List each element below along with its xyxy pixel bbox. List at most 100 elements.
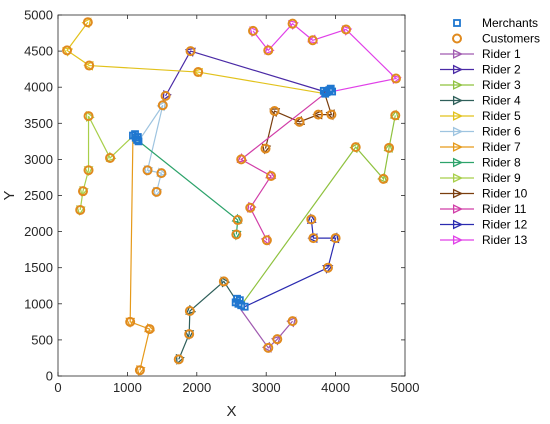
- customer-point: [185, 46, 196, 57]
- customer-point: [184, 306, 195, 317]
- legend-triangle-marker: [452, 80, 463, 90]
- legend-triangle-marker: [452, 111, 463, 121]
- legend-triangle-marker: [452, 173, 463, 183]
- customer-point: [384, 142, 395, 153]
- y-tick-label: 500: [31, 332, 53, 347]
- customer-point: [330, 233, 341, 244]
- rider-route-line: [129, 135, 151, 371]
- y-tick-label: 1500: [24, 260, 53, 275]
- customer-point: [232, 215, 243, 226]
- legend-label: Rider 13: [482, 233, 528, 247]
- legend-label: Rider 5: [482, 109, 521, 123]
- legend-entry: Rider 6: [440, 125, 521, 139]
- customer-point: [287, 18, 298, 29]
- customer-point: [151, 186, 162, 197]
- customer-point: [245, 202, 256, 213]
- legend-triangle-marker: [452, 49, 463, 59]
- customer-point: [322, 262, 333, 273]
- customer-point: [157, 100, 168, 111]
- y-tick-label: 2000: [24, 224, 53, 239]
- legend-label: Merchants: [482, 16, 538, 30]
- legend-entry: Rider 1: [440, 47, 521, 61]
- legend-label: Rider 2: [482, 63, 521, 77]
- customer-point: [231, 229, 242, 240]
- customer-point: [269, 106, 280, 117]
- x-axis-label: X: [226, 403, 236, 420]
- legend-label: Rider 11: [482, 202, 527, 216]
- customer-point: [125, 316, 136, 327]
- merchant-point: [321, 89, 330, 98]
- customer-point: [193, 67, 204, 78]
- legend-entry: Rider 4: [440, 94, 521, 108]
- legend-merchant-marker: [453, 19, 461, 27]
- legend-label: Rider 8: [482, 156, 521, 170]
- merchant-points: [129, 84, 337, 311]
- legend-entry: Rider 13: [440, 233, 528, 247]
- legend-label: Rider 10: [482, 187, 528, 201]
- y-tick-label: 5000: [24, 8, 53, 23]
- legend-label: Rider 1: [482, 47, 521, 61]
- customer-point: [261, 235, 272, 246]
- legend-triangle-marker: [452, 142, 463, 152]
- rider-route-line: [178, 280, 239, 360]
- customer-point: [134, 365, 145, 376]
- y-tick-label: 2500: [24, 188, 53, 203]
- x-tick-label: 2000: [182, 380, 211, 395]
- customer-point: [260, 143, 271, 154]
- y-tick-label: 1000: [24, 296, 53, 311]
- legend-label: Rider 6: [482, 125, 521, 139]
- customer-point: [83, 111, 94, 122]
- axes: 0 1000 2000 3000 4000 5000 0 500 1000 1500 2000 250…: [24, 8, 419, 396]
- legend-entry: Rider 12: [440, 218, 528, 232]
- customer-point: [287, 316, 298, 327]
- customer-point: [218, 276, 229, 287]
- rider-route-line: [252, 22, 398, 93]
- customer-point: [307, 35, 318, 46]
- customer-point: [313, 109, 324, 120]
- legend-label: Customers: [482, 32, 540, 46]
- customer-point: [390, 110, 401, 121]
- legend-entry: Rider 8: [440, 156, 521, 170]
- legend-entry: Customers: [452, 32, 540, 46]
- x-tick-label: 3000: [252, 380, 281, 395]
- plot-area: [62, 17, 402, 377]
- customer-point: [142, 165, 153, 176]
- customer-point: [294, 116, 305, 127]
- rider-route-line: [138, 104, 164, 193]
- customer-point: [378, 173, 389, 184]
- merchant-point: [240, 302, 249, 311]
- customer-points: [62, 17, 401, 376]
- y-tick-label: 0: [46, 369, 53, 384]
- customer-point: [263, 342, 274, 353]
- customer-point: [341, 24, 352, 35]
- x-tick-label: 5000: [391, 380, 420, 395]
- legend-triangle-marker: [452, 157, 463, 168]
- y-tick-label: 4500: [24, 44, 53, 59]
- legend-triangle-marker: [452, 188, 463, 199]
- legend-triangle-marker: [452, 235, 463, 245]
- customer-point: [390, 73, 401, 84]
- rider-route-line: [66, 21, 326, 95]
- customer-point: [326, 109, 337, 120]
- customer-point: [248, 25, 259, 36]
- customer-point: [82, 17, 93, 28]
- customer-point: [236, 154, 247, 165]
- customer-point: [306, 214, 317, 225]
- rider-route-line: [240, 115, 396, 306]
- legend-label: Rider 3: [482, 78, 521, 92]
- x-tick-label: 0: [54, 380, 61, 395]
- customer-point: [160, 90, 171, 101]
- customer-point: [144, 324, 155, 335]
- legend-entry: Rider 9: [440, 171, 521, 185]
- legend-label: Rider 9: [482, 171, 521, 185]
- y-tick-label: 3000: [24, 152, 53, 167]
- merchant-point: [233, 294, 241, 303]
- legend-triangle-marker: [452, 64, 463, 75]
- legend-entry: Rider 3: [440, 78, 521, 92]
- legend-label: Rider 12: [482, 218, 528, 232]
- y-tick-label: 4000: [24, 80, 53, 95]
- customer-point: [263, 45, 274, 56]
- y-tick-label: 3500: [24, 116, 53, 131]
- legend-entry: Merchants: [453, 16, 538, 30]
